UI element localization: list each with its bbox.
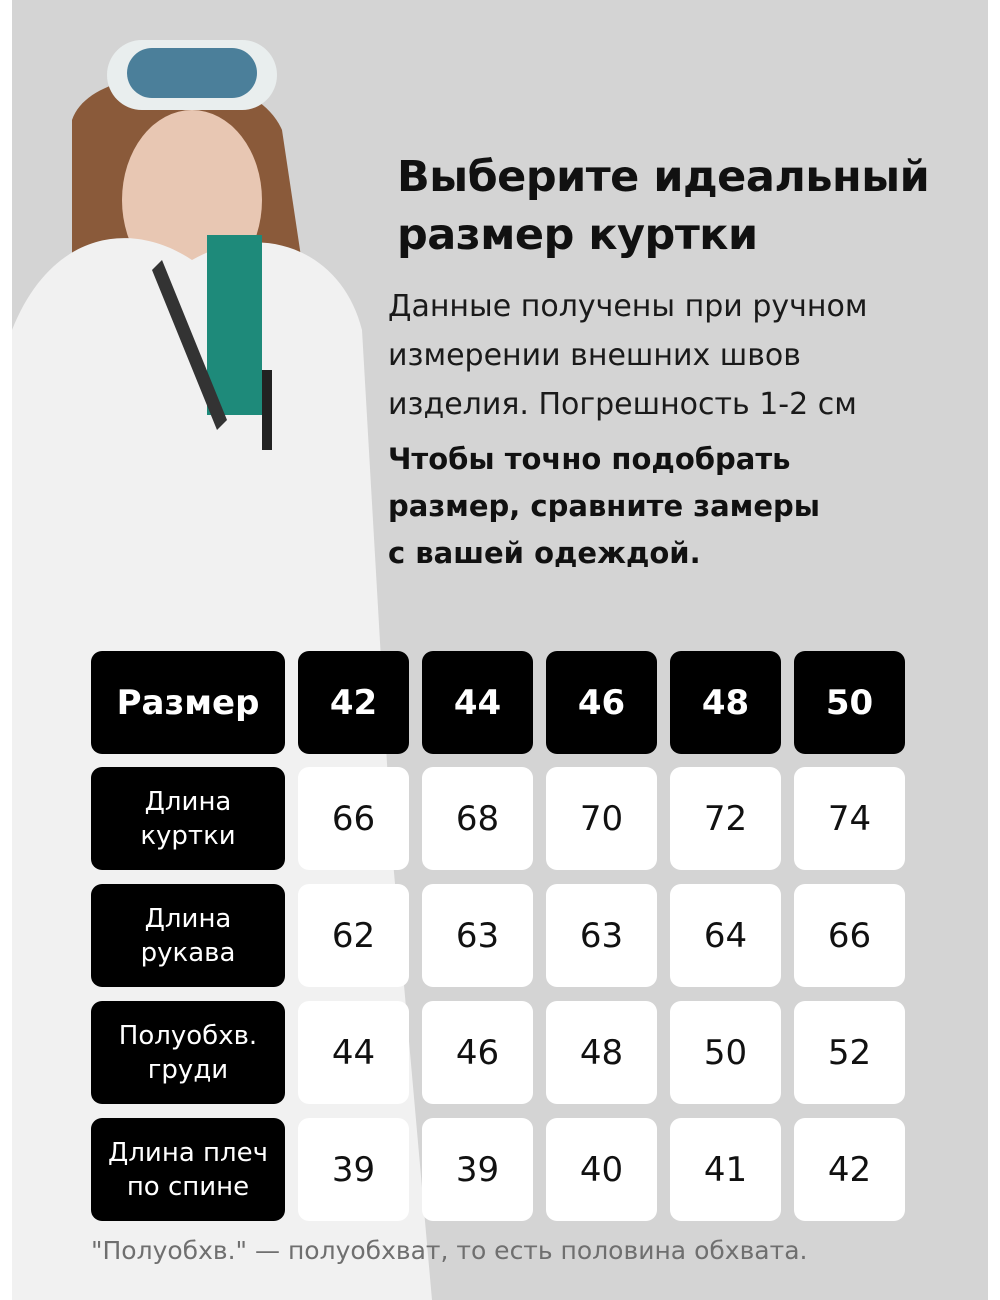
value-cell: 40	[546, 1118, 657, 1221]
advice-text: Чтобы точно подобрать размер, сравните з…	[388, 436, 820, 577]
value-cell: 70	[546, 767, 657, 870]
row-label-line: Длина	[144, 903, 232, 934]
value-cell: 63	[546, 884, 657, 987]
description-line: Данные получены при ручном	[388, 289, 868, 324]
row-label-cell: Полуобхв. груди	[91, 1001, 285, 1104]
value-cell: 50	[670, 1001, 781, 1104]
row-label-line: груди	[147, 1054, 229, 1085]
advice-line: с вашей одеждой.	[388, 536, 701, 570]
footnote: "Полуобхв." — полуобхват, то есть полови…	[91, 1236, 808, 1265]
value-cell: 41	[670, 1118, 781, 1221]
value-cell: 66	[298, 767, 409, 870]
row-label: Длина куртки	[140, 785, 235, 853]
row-label-line: рукава	[140, 937, 236, 968]
size-chart-banner: Выберите идеальный размер куртки Данные …	[12, 0, 988, 1300]
advice-line: Чтобы точно подобрать	[388, 442, 791, 476]
row-label-cell: Длина рукава	[91, 884, 285, 987]
title-line: размер куртки	[397, 210, 758, 260]
description-line: измерении внешних швов	[388, 338, 801, 373]
row-label-line: куртки	[140, 820, 236, 851]
value-cell: 72	[670, 767, 781, 870]
value-cell: 39	[422, 1118, 533, 1221]
model-photo	[12, 40, 432, 1300]
row-label: Длина плеч по спине	[108, 1136, 268, 1204]
row-label: Длина рукава	[141, 902, 236, 970]
value-cell: 39	[298, 1118, 409, 1221]
row-label-line: Длина	[144, 786, 232, 817]
value-cell: 74	[794, 767, 905, 870]
value-cell: 66	[794, 884, 905, 987]
description-line: изделия. Погрешность 1-2 см	[388, 387, 857, 422]
value-cell: 46	[422, 1001, 533, 1104]
title-line: Выберите идеальный	[397, 152, 930, 202]
size-header-cell: 44	[422, 651, 533, 754]
measurement-description: Данные получены при ручном измерении вне…	[388, 282, 867, 429]
row-label-line: по спине	[126, 1171, 250, 1202]
value-cell: 42	[794, 1118, 905, 1221]
row-label-line: Длина плеч	[108, 1137, 268, 1168]
value-cell: 48	[546, 1001, 657, 1104]
size-header-cell: 46	[546, 651, 657, 754]
row-label-cell: Длина плеч по спине	[91, 1118, 285, 1221]
value-cell: 52	[794, 1001, 905, 1104]
value-cell: 62	[298, 884, 409, 987]
advice-line: размер, сравните замеры	[388, 489, 820, 523]
header-label-cell: Размер	[91, 651, 285, 754]
row-label: Полуобхв. груди	[119, 1019, 257, 1087]
size-header-cell: 42	[298, 651, 409, 754]
row-label-cell: Длина куртки	[91, 767, 285, 870]
value-cell: 44	[298, 1001, 409, 1104]
row-label-line: Полуобхв.	[118, 1020, 258, 1051]
value-cell: 68	[422, 767, 533, 870]
page-title: Выберите идеальный размер куртки	[397, 148, 930, 264]
size-header-cell: 50	[794, 651, 905, 754]
value-cell: 63	[422, 884, 533, 987]
value-cell: 64	[670, 884, 781, 987]
size-header-cell: 48	[670, 651, 781, 754]
